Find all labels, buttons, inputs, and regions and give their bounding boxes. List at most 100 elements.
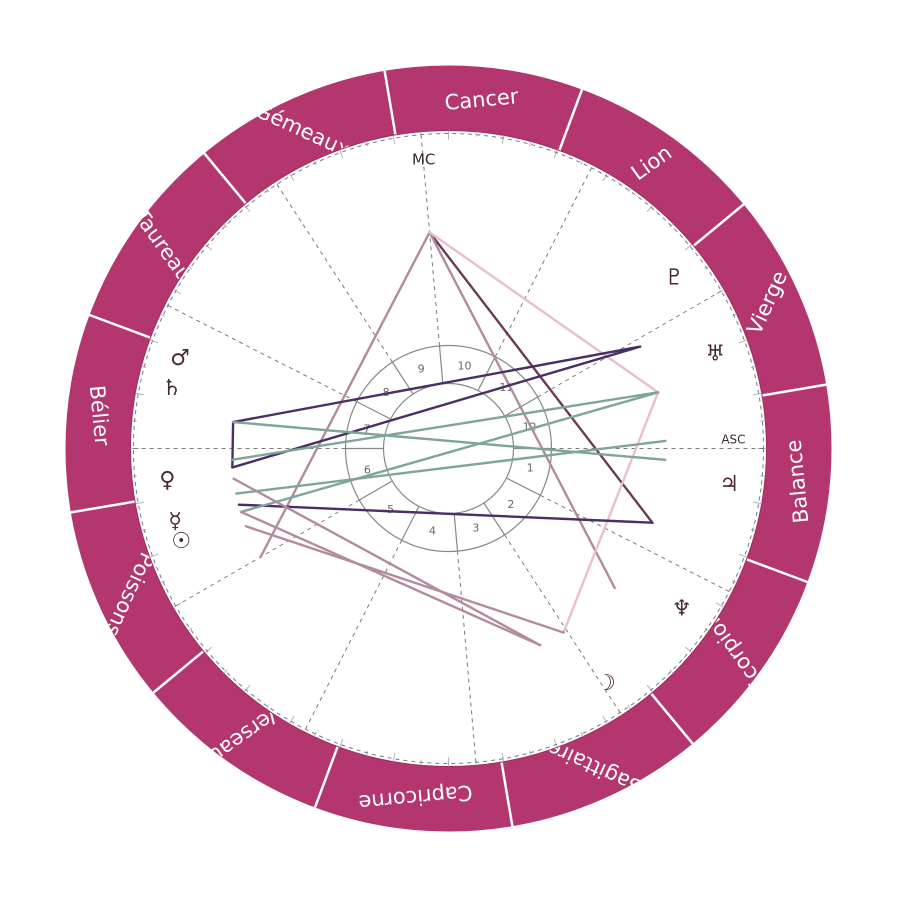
house-cusp-line xyxy=(276,184,393,363)
house-number-7: 7 xyxy=(363,422,370,435)
degree-tick xyxy=(752,392,762,396)
sign-label-belier: Bélier xyxy=(85,384,115,447)
degree-tick xyxy=(135,392,145,396)
degree-tick xyxy=(289,172,295,182)
degree-tick xyxy=(580,731,584,737)
aspect-line xyxy=(244,525,565,634)
degree-tick xyxy=(243,204,251,213)
dashed-inner-circle xyxy=(133,133,764,764)
sign-divider xyxy=(313,746,339,808)
aspect-line xyxy=(239,510,542,647)
house-cusp-line xyxy=(167,305,357,403)
house-number-5: 5 xyxy=(387,503,394,516)
aspect-lines xyxy=(230,231,667,647)
house-cusp-line xyxy=(540,494,730,592)
degree-tick xyxy=(392,752,396,762)
asc-label: ASC xyxy=(721,433,745,447)
aspect-line xyxy=(231,345,642,424)
degree-tick xyxy=(187,627,193,632)
house-wheel: 123456789101112 xyxy=(344,344,553,553)
degree-tick xyxy=(715,602,725,608)
pluto-icon: ♇ xyxy=(664,265,684,290)
aspect-line xyxy=(232,477,542,647)
sign-divider xyxy=(746,558,808,584)
house-number-3: 3 xyxy=(472,521,479,534)
degree-tick xyxy=(501,135,505,145)
planet-glyphs: ♇ ♅ ♃ ♆ ☽ ♂ ♄ ♀ ☿☉ xyxy=(159,265,739,696)
degree-tick xyxy=(172,289,182,295)
house-divider xyxy=(438,345,444,384)
house-divider xyxy=(356,401,391,420)
aspect-line xyxy=(237,503,654,524)
degree-tick xyxy=(160,313,166,317)
house-cusp-lines xyxy=(133,133,764,764)
sign-divider xyxy=(761,383,827,397)
degree-tick xyxy=(750,365,756,368)
sign-divider xyxy=(383,70,397,136)
degree-tick xyxy=(646,684,654,693)
degree-tick xyxy=(392,135,396,145)
house-number-4: 4 xyxy=(429,524,436,537)
degree-tick xyxy=(204,243,213,251)
uranus-icon: ♅ xyxy=(705,342,725,367)
house-divider xyxy=(358,480,393,501)
saturn-icon: ♄ xyxy=(162,376,182,401)
house-cusp-line xyxy=(305,540,403,730)
house-number-6: 6 xyxy=(364,464,371,477)
degree-tick xyxy=(580,160,584,166)
aspect-line xyxy=(235,439,667,495)
degree-tick xyxy=(669,669,674,674)
degree-tick xyxy=(149,553,159,558)
house-divider xyxy=(506,477,541,496)
degree-tick xyxy=(223,223,228,228)
aspect-line xyxy=(428,231,616,590)
degree-tick xyxy=(738,339,748,344)
house-number-9: 9 xyxy=(418,363,425,376)
degree-tick xyxy=(501,752,505,762)
house-number-10: 10 xyxy=(458,360,472,373)
house-cusp-line xyxy=(494,167,592,357)
venus-icon: ♀ xyxy=(159,468,175,493)
degree-tick xyxy=(752,501,762,505)
degree-tick xyxy=(529,750,532,756)
degree-tick xyxy=(684,243,693,251)
house-cusp-line xyxy=(175,499,360,607)
house-divider xyxy=(483,502,506,536)
degree-tick xyxy=(529,141,532,147)
house-divider xyxy=(453,513,459,552)
degree-tick xyxy=(684,646,693,654)
sign-divider xyxy=(650,692,694,745)
degree-tick xyxy=(149,339,159,344)
degree-tick xyxy=(602,172,608,182)
degree-tick xyxy=(135,501,145,505)
degree-tick xyxy=(141,365,147,368)
sign-divider xyxy=(692,203,745,247)
aspect-line xyxy=(259,231,431,559)
zodiac-band xyxy=(65,65,832,832)
house-divider xyxy=(477,356,496,391)
degree-tick xyxy=(553,149,558,159)
sign-divider xyxy=(70,500,136,514)
aspect-line xyxy=(230,391,660,462)
aspect-line xyxy=(239,391,660,514)
house-cusp-line xyxy=(456,551,477,763)
aspect-line xyxy=(562,391,660,634)
degree-tick xyxy=(627,704,632,710)
degree-tick xyxy=(553,738,558,748)
sign-divider xyxy=(152,650,205,694)
neptune-icon: ♆ xyxy=(672,596,692,621)
aspect-line xyxy=(428,231,654,524)
sign-divider xyxy=(500,761,514,827)
jupiter-icon: ♃ xyxy=(719,472,739,497)
house-cusp-line xyxy=(537,290,722,398)
sign-divider xyxy=(558,89,584,151)
degree-tick xyxy=(602,715,608,725)
degree-tick xyxy=(339,149,344,159)
degree-tick xyxy=(738,553,748,558)
degree-tick xyxy=(187,265,193,270)
degree-tick xyxy=(289,715,295,725)
sign-divider xyxy=(203,152,247,205)
house-number-8: 8 xyxy=(383,386,390,399)
